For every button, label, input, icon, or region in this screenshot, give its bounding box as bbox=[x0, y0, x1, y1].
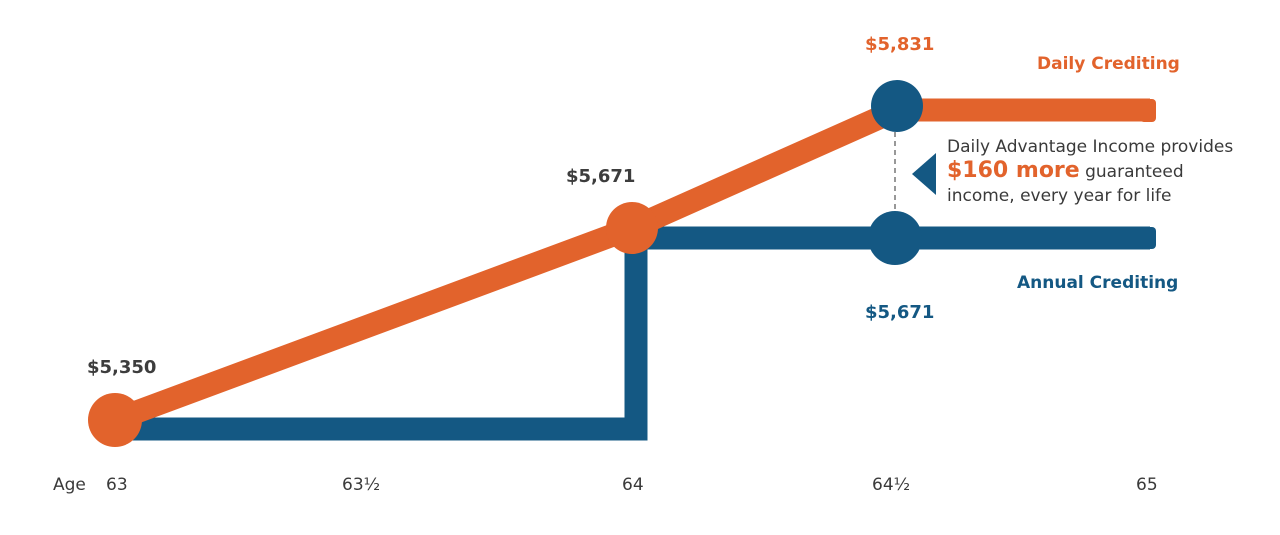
daily-line-end bbox=[1140, 99, 1156, 122]
x-tick-63: 63 bbox=[106, 475, 128, 495]
annotation-line-2-rest: guaranteed bbox=[1079, 162, 1184, 182]
x-tick-64-5: 64½ bbox=[872, 475, 911, 495]
x-axis-title: Age bbox=[53, 475, 86, 495]
annotation-line-3: income, every year for life bbox=[947, 186, 1172, 206]
x-tick-64: 64 bbox=[622, 475, 644, 495]
value-label-64: $5,671 bbox=[566, 166, 636, 187]
value-label-645-daily: $5,831 bbox=[865, 34, 935, 55]
annotation-line-2: $160 more guaranteed bbox=[947, 159, 1233, 184]
point-645-daily bbox=[871, 80, 923, 132]
daily-crediting-line bbox=[110, 98, 1150, 431]
point-63 bbox=[88, 393, 142, 447]
annual-line-end bbox=[1140, 227, 1156, 249]
annotation-line-1: Daily Advantage Income provides bbox=[947, 137, 1234, 157]
pointer-triangle-icon bbox=[912, 153, 936, 195]
annual-crediting-line bbox=[115, 226, 1150, 441]
point-645-annual bbox=[868, 211, 922, 265]
legend-daily-crediting: Daily Crediting bbox=[1037, 54, 1180, 74]
difference-annotation: Daily Advantage Income provides $160 mor… bbox=[947, 135, 1233, 208]
legend-annual-crediting: Annual Crediting bbox=[1017, 273, 1179, 293]
annotation-highlight: $160 more bbox=[947, 158, 1080, 183]
x-tick-63-5: 63½ bbox=[342, 475, 381, 495]
point-64 bbox=[606, 202, 658, 254]
value-label-645-annual: $5,671 bbox=[865, 302, 935, 323]
value-label-63: $5,350 bbox=[87, 357, 157, 378]
x-tick-65: 65 bbox=[1136, 475, 1158, 495]
